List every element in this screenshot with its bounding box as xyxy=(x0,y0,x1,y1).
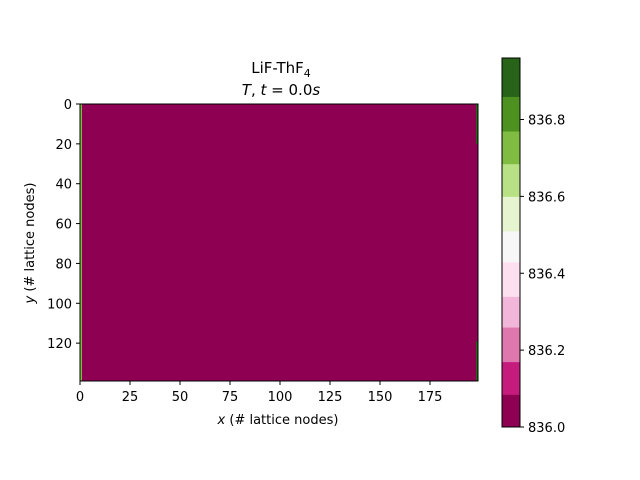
x-tick-label: 100 xyxy=(268,390,293,405)
x-tick-label: 75 xyxy=(222,390,239,405)
colorbar-segment xyxy=(502,394,520,428)
y-axis: 0 20 40 60 80 100 120 xyxy=(47,98,80,352)
y-axis-label: y (# lattice nodes) xyxy=(23,183,38,305)
y-tick-label: 20 xyxy=(55,138,72,153)
plot-area xyxy=(79,103,479,382)
x-tick-label: 25 xyxy=(122,390,139,405)
y-tick-label: 120 xyxy=(47,337,72,352)
y-tick-label: 0 xyxy=(64,98,72,113)
colorbar-axis: 836.0 836.2 836.4 836.6 836.8 xyxy=(520,114,565,436)
x-axis-label: x (# lattice nodes) xyxy=(217,413,339,428)
colorbar-frame xyxy=(501,57,521,428)
colorbar-segment xyxy=(502,230,520,263)
heatmap-edge-patch xyxy=(476,341,478,381)
y-tick-label: 100 xyxy=(47,297,72,312)
heatmap-edge-patch xyxy=(80,104,82,381)
colorbar-tick-label: 836.6 xyxy=(528,190,565,205)
x-axis: 0 25 50 75 100 125 150 175 xyxy=(76,381,443,405)
chart-title-line1: LiF-ThF4 xyxy=(251,59,311,80)
colorbar-segment xyxy=(502,261,520,297)
colorbar-segment xyxy=(502,131,520,165)
heatmap-field xyxy=(80,104,478,381)
colorbar-segment xyxy=(502,327,520,363)
colorbar-segment xyxy=(502,196,520,232)
x-tick-label: 0 xyxy=(76,390,84,405)
y-tick-label: 60 xyxy=(55,218,72,233)
chart-title-line2: T, t = 0.0s xyxy=(242,81,321,99)
colorbar-segment xyxy=(502,163,520,197)
colorbar xyxy=(501,57,521,428)
x-tick-label: 125 xyxy=(318,390,343,405)
colorbar-segment xyxy=(502,296,520,328)
y-tick-label: 40 xyxy=(55,178,72,193)
colorbar-segment xyxy=(502,96,520,132)
colorbar-tick-label: 836.2 xyxy=(528,344,565,359)
colorbar-segment xyxy=(502,361,520,395)
y-tick-label: 80 xyxy=(55,257,72,272)
x-tick-label: 175 xyxy=(418,390,443,405)
x-tick-label: 50 xyxy=(172,390,189,405)
colorbar-segment xyxy=(502,58,520,97)
colorbar-tick-label: 836.4 xyxy=(528,267,565,282)
x-tick-label: 150 xyxy=(368,390,393,405)
plot-frame xyxy=(79,103,479,382)
colorbar-tick-label: 836.8 xyxy=(528,114,565,129)
heatmap-edge-patch xyxy=(476,104,478,144)
colorbar-tick-label: 836.0 xyxy=(528,421,565,436)
